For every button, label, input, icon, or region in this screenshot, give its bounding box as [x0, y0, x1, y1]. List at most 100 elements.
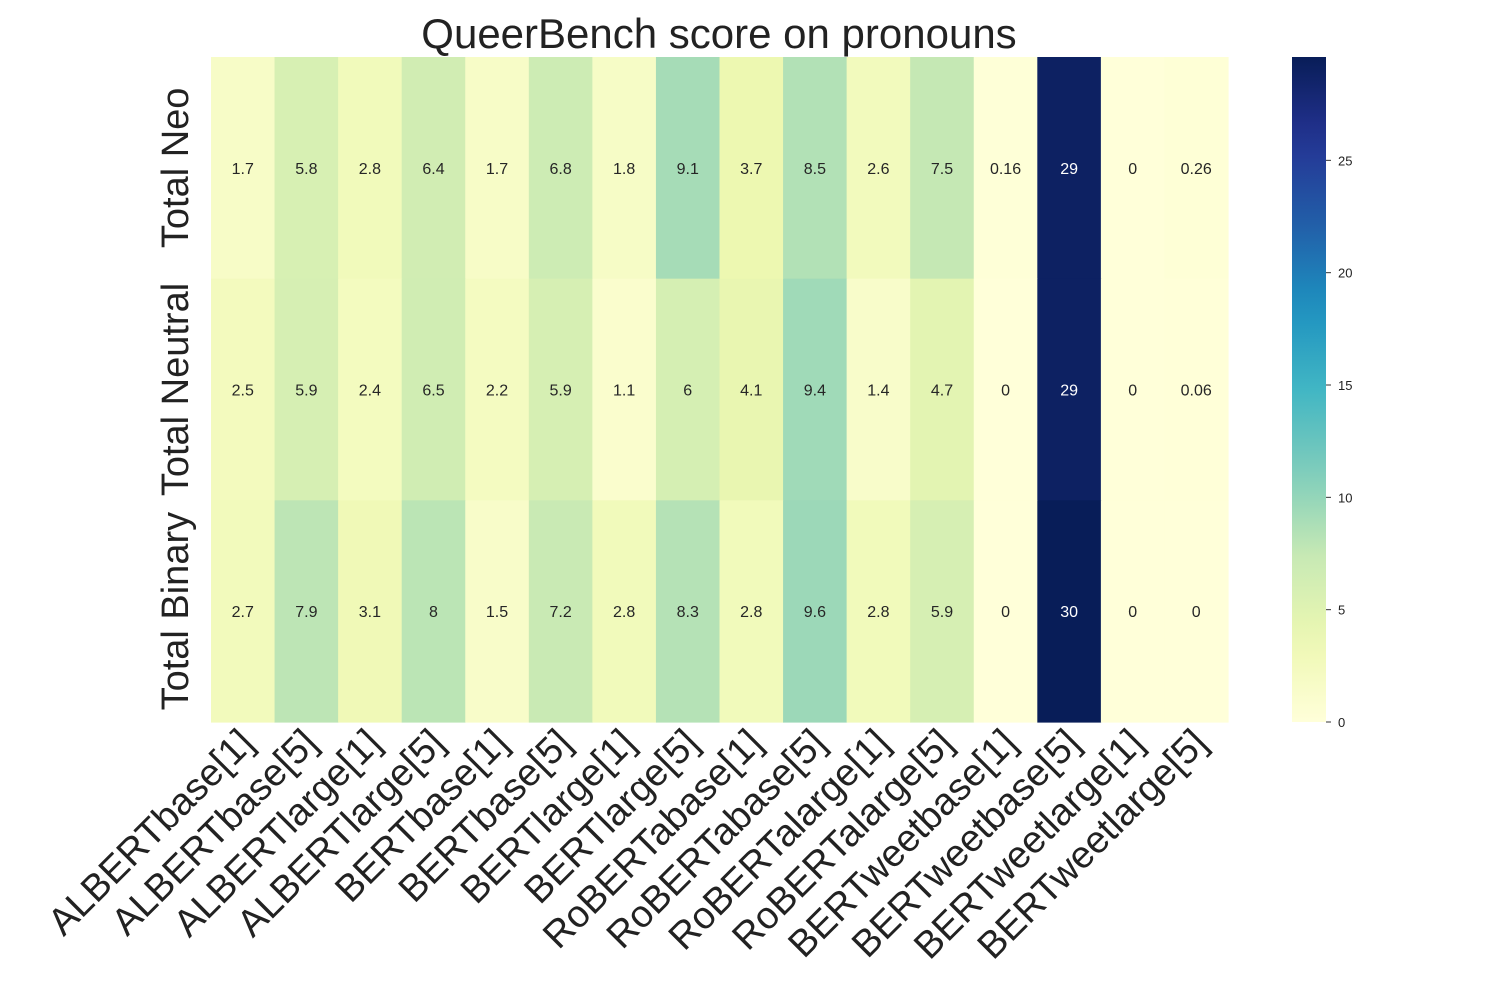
cell-value-label: 8 [429, 604, 438, 621]
cell-value-label: 2.4 [359, 383, 381, 400]
cell-value-label: 1.5 [486, 604, 508, 621]
colorbar-tick-label: 20 [1338, 266, 1352, 281]
cell-value-label: 0.16 [990, 161, 1021, 178]
heatmap-cell [846, 57, 911, 280]
colorbar: 0 5 10 15 20 25 [1292, 57, 1352, 730]
colorbar-tick-label: 5 [1338, 603, 1345, 618]
cell-value-label: 4.1 [740, 383, 762, 400]
heatmap-cell [973, 57, 1038, 280]
heatmap-cell [910, 57, 975, 280]
cell-value-label: 6.4 [422, 161, 444, 178]
cell-value-label: 9.6 [804, 604, 826, 621]
heatmap-cell [274, 57, 339, 280]
heatmap-cell [783, 278, 848, 501]
y-axis-labels: Total Neo Total Neutral Total Binary [155, 88, 197, 711]
heatmap-cells [211, 57, 1229, 723]
heatmap-cell [528, 57, 593, 280]
heatmap-cell [338, 500, 403, 723]
cell-value-label: 0 [1128, 604, 1137, 621]
heatmap-cell [401, 57, 466, 280]
heatmap-cell [846, 500, 911, 723]
cell-value-label: 5.8 [295, 161, 317, 178]
heatmap-cell [846, 278, 911, 501]
heatmap-cell [465, 278, 530, 501]
cell-value-label: 1.7 [486, 161, 508, 178]
heatmap-cell [655, 57, 721, 280]
heatmap-cell [465, 500, 530, 723]
cell-value-label: 1.1 [613, 383, 635, 400]
cell-value-label: 0 [1001, 604, 1010, 621]
cell-value-label: 5.9 [931, 604, 953, 621]
y-tick-label: Total Binary [155, 512, 197, 711]
heatmap-cell [1100, 500, 1166, 723]
heatmap-cell [973, 500, 1038, 723]
cell-value-label: 8.5 [804, 161, 826, 178]
cell-value-label: 0 [1192, 604, 1201, 621]
cell-value-label: 3.1 [359, 604, 381, 621]
heatmap-cell [211, 57, 276, 280]
cell-value-label: 29 [1060, 161, 1078, 178]
heatmap-cell [719, 500, 784, 723]
heatmap-cell [655, 500, 721, 723]
heatmap-cell [973, 278, 1038, 501]
cell-value-label: 9.4 [804, 383, 826, 400]
heatmap-cell [592, 278, 657, 501]
heatmap-cell [910, 500, 975, 723]
cell-value-label: 6 [683, 383, 692, 400]
heatmap-cell [465, 57, 530, 280]
x-axis-labels: ALBERTbase[1]ALBERTbase[5]ALBERTlarge[1]… [40, 722, 1215, 968]
heatmap-cell [1164, 57, 1229, 280]
heatmap-cell [592, 500, 657, 723]
heatmap-cell [401, 500, 466, 723]
cell-value-label: 0 [1128, 161, 1137, 178]
cell-value-label: 2.7 [232, 604, 254, 621]
heatmap-cell [1037, 278, 1102, 501]
cell-value-label: 9.1 [677, 161, 699, 178]
cell-value-label: 29 [1060, 383, 1078, 400]
cell-value-label: 2.8 [359, 161, 381, 178]
heatmap-cell [592, 57, 657, 280]
cell-value-label: 4.7 [931, 383, 953, 400]
cell-value-label: 2.6 [867, 161, 889, 178]
cell-value-label: 6.5 [422, 383, 444, 400]
cell-value-label: 5.9 [549, 383, 571, 400]
cell-value-label: 0 [1128, 383, 1137, 400]
heatmap-cell [528, 278, 593, 501]
cell-value-label: 30 [1060, 604, 1078, 621]
heatmap-cell [1100, 278, 1166, 501]
heatmap-cell [1037, 500, 1102, 723]
heatmap-cell [211, 278, 276, 501]
cell-value-label: 5.9 [295, 383, 317, 400]
cell-value-label: 0 [1001, 383, 1010, 400]
heatmap-cell [338, 57, 403, 280]
y-tick-label: Total Neutral [155, 283, 197, 496]
cell-value-label: 1.4 [867, 383, 889, 400]
heatmap-cell [783, 57, 848, 280]
heatmap-cell [1164, 500, 1229, 723]
cell-value-label: 1.7 [232, 161, 254, 178]
cell-value-label: 8.3 [677, 604, 699, 621]
cell-value-label: 2.8 [740, 604, 762, 621]
heatmap-cell [1164, 278, 1229, 501]
heatmap-cell [528, 500, 593, 723]
heatmap-cell [274, 278, 339, 501]
heatmap-cell [719, 278, 784, 501]
heatmap-cell [655, 278, 721, 501]
colorbar-gradient [1292, 57, 1326, 722]
heatmap-cell [338, 278, 403, 501]
heatmap-cell [211, 500, 276, 723]
cell-value-label: 0.06 [1181, 383, 1212, 400]
cell-value-label: 7.5 [931, 161, 953, 178]
cell-value-label: 2.8 [613, 604, 635, 621]
colorbar-tick-label: 10 [1338, 490, 1352, 505]
cell-value-label: 7.9 [295, 604, 317, 621]
cell-value-label: 7.2 [549, 604, 571, 621]
colorbar-tick-label: 0 [1338, 715, 1345, 730]
heatmap-cell [1100, 57, 1166, 280]
cell-value-label: 6.8 [549, 161, 571, 178]
colorbar-tick-label: 15 [1338, 378, 1352, 393]
heatmap-cell [719, 57, 784, 280]
cell-value-label: 3.7 [740, 161, 762, 178]
cell-value-label: 1.8 [613, 161, 635, 178]
